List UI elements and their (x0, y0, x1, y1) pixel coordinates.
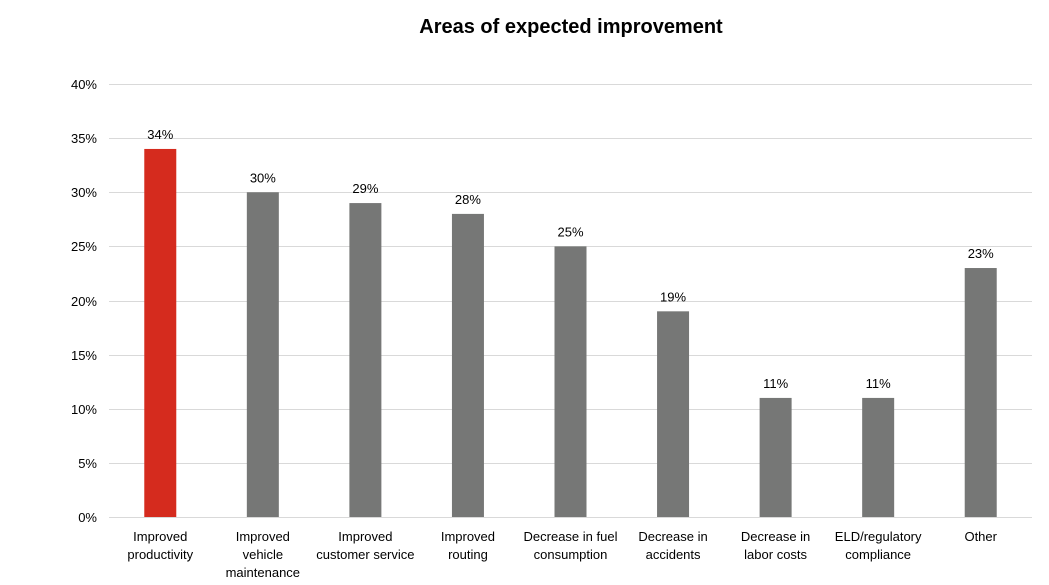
chart-title: Areas of expected improvement (419, 16, 723, 38)
data-labels: 34% 30% 29% 28% 25% 19% 11% 11% 23% (147, 127, 994, 391)
category-label: Improved productivity (127, 529, 193, 562)
y-tick-label: 30% (71, 185, 97, 200)
bars (144, 148, 997, 517)
data-label: 34% (147, 127, 173, 142)
category-labels: Improved productivity Improved vehicle maint… (127, 529, 997, 580)
bar (657, 311, 690, 517)
bar (349, 203, 382, 517)
data-label: 19% (660, 289, 686, 304)
y-tick-label: 10% (71, 402, 97, 417)
category-label: Decrease in fuel consumption (524, 529, 618, 562)
bar (144, 148, 177, 517)
y-tick-label: 25% (71, 239, 97, 254)
y-tick-label: 15% (71, 348, 97, 363)
data-label: 30% (250, 170, 276, 185)
category-label: Decrease in labor costs (741, 529, 810, 562)
category-label: Decrease in accidents (638, 529, 707, 562)
data-label: 23% (968, 246, 994, 261)
y-tick-label: 20% (71, 294, 97, 309)
data-label: 28% (455, 192, 481, 207)
data-label: 25% (557, 224, 583, 239)
data-label: 11% (763, 376, 788, 391)
y-axis-ticks: 0% 5% 10% 15% 20% 25% 30% 35% 40% (71, 77, 97, 525)
bar (759, 397, 792, 517)
category-label: Improved vehicle maintenance (226, 529, 300, 580)
y-tick-label: 40% (71, 77, 97, 92)
y-tick-label: 5% (78, 456, 97, 471)
data-label: 29% (352, 181, 378, 196)
category-label: ELD/regulatory compliance (835, 529, 922, 562)
y-tick-label: 0% (78, 510, 97, 525)
y-tick-label: 35% (71, 131, 97, 146)
category-label: Other (964, 529, 997, 544)
bar (246, 192, 279, 517)
category-label: Improved routing (441, 529, 495, 562)
category-label: Improved customer service (316, 529, 414, 562)
bar (451, 213, 484, 517)
bar (964, 268, 997, 517)
data-label: 11% (866, 376, 891, 391)
bar (862, 397, 895, 517)
bar (554, 246, 587, 517)
